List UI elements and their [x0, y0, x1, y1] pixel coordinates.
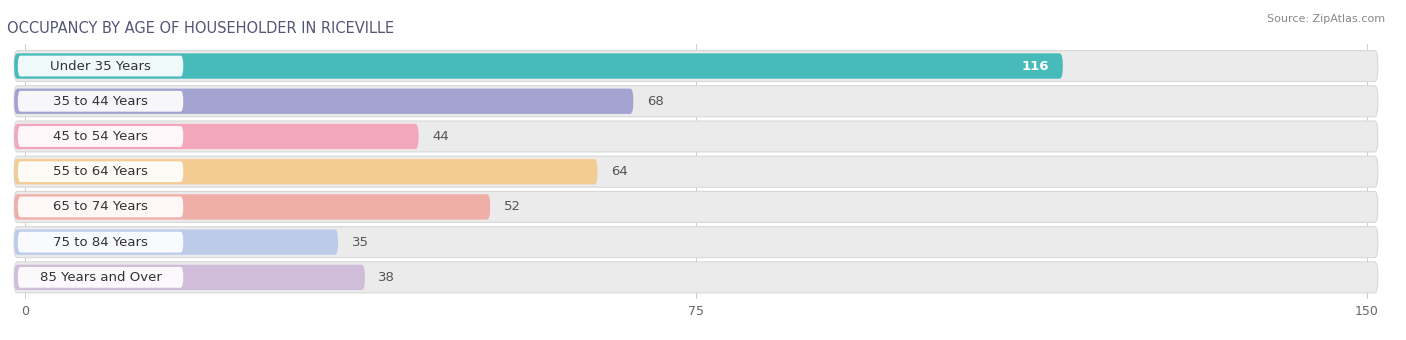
Text: 75 to 84 Years: 75 to 84 Years — [53, 236, 148, 249]
Text: 52: 52 — [503, 200, 520, 214]
Text: 68: 68 — [647, 95, 664, 108]
FancyBboxPatch shape — [18, 126, 183, 147]
FancyBboxPatch shape — [18, 161, 183, 182]
Text: 38: 38 — [378, 271, 395, 284]
FancyBboxPatch shape — [14, 121, 1378, 152]
Text: OCCUPANCY BY AGE OF HOUSEHOLDER IN RICEVILLE: OCCUPANCY BY AGE OF HOUSEHOLDER IN RICEV… — [7, 21, 394, 36]
FancyBboxPatch shape — [18, 197, 183, 217]
Text: 116: 116 — [1022, 59, 1049, 72]
Text: 45 to 54 Years: 45 to 54 Years — [53, 130, 148, 143]
Text: 55 to 64 Years: 55 to 64 Years — [53, 165, 148, 178]
Text: Under 35 Years: Under 35 Years — [51, 59, 150, 72]
Text: 35: 35 — [352, 236, 368, 249]
FancyBboxPatch shape — [14, 265, 366, 290]
FancyBboxPatch shape — [14, 227, 1378, 258]
Text: 85 Years and Over: 85 Years and Over — [39, 271, 162, 284]
Text: 35 to 44 Years: 35 to 44 Years — [53, 95, 148, 108]
FancyBboxPatch shape — [14, 53, 1063, 79]
FancyBboxPatch shape — [18, 56, 183, 76]
FancyBboxPatch shape — [14, 124, 419, 149]
FancyBboxPatch shape — [14, 86, 1378, 117]
Text: 64: 64 — [612, 165, 627, 178]
Text: Source: ZipAtlas.com: Source: ZipAtlas.com — [1267, 14, 1385, 23]
FancyBboxPatch shape — [14, 262, 1378, 293]
FancyBboxPatch shape — [18, 267, 183, 288]
FancyBboxPatch shape — [14, 194, 491, 220]
Text: 44: 44 — [432, 130, 449, 143]
Text: 65 to 74 Years: 65 to 74 Years — [53, 200, 148, 214]
FancyBboxPatch shape — [14, 191, 1378, 222]
FancyBboxPatch shape — [14, 156, 1378, 187]
FancyBboxPatch shape — [14, 89, 633, 114]
FancyBboxPatch shape — [18, 91, 183, 112]
FancyBboxPatch shape — [14, 159, 598, 184]
FancyBboxPatch shape — [18, 232, 183, 253]
FancyBboxPatch shape — [14, 51, 1378, 82]
FancyBboxPatch shape — [14, 230, 337, 255]
